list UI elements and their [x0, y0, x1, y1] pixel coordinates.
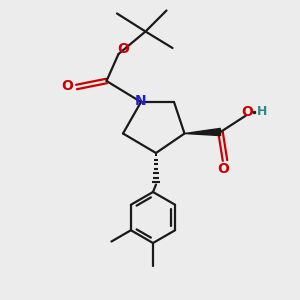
Polygon shape	[184, 128, 220, 136]
Text: H: H	[256, 105, 267, 119]
Text: O: O	[242, 105, 254, 119]
Text: N: N	[135, 94, 146, 107]
Text: O: O	[218, 162, 230, 176]
Text: O: O	[117, 42, 129, 56]
Text: O: O	[61, 80, 74, 93]
